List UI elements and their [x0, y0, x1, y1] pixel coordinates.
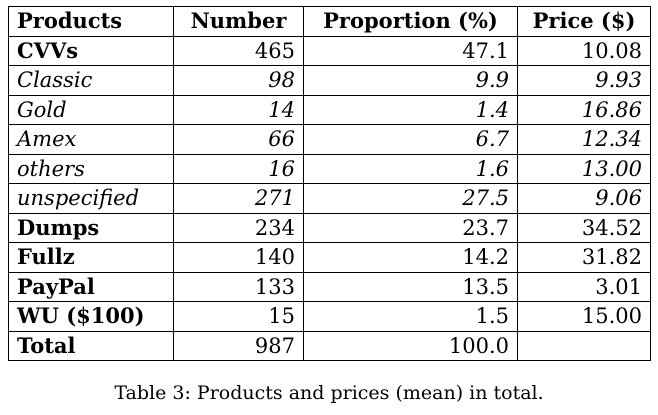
product-cell: Amex: [8, 124, 174, 155]
proportion-cell: 9.9: [303, 65, 518, 96]
table-body: CVVs 465 47.1 10.08 Classic 98 9.9 9.93 Gold 14 1.…: [8, 35, 651, 361]
proportion-cell: 14.2: [303, 242, 518, 273]
product-cell: Gold: [8, 94, 174, 125]
number-cell: 987: [173, 330, 304, 361]
number-cell: 14: [173, 94, 304, 125]
table-row: Classic 98 9.9 9.93: [8, 65, 651, 96]
price-cell: 10.08: [517, 35, 651, 66]
number-cell: 16: [173, 153, 304, 184]
number-cell: 465: [173, 35, 304, 66]
proportion-cell: 23.7: [303, 212, 518, 243]
table-row: CVVs 465 47.1 10.08: [8, 35, 651, 66]
proportion-cell: 100.0: [303, 330, 518, 361]
number-cell: 133: [173, 271, 304, 302]
price-cell: 13.00: [517, 153, 651, 184]
proportion-cell: 6.7: [303, 124, 518, 155]
number-cell: 15: [173, 301, 304, 332]
table-row: Fullz 140 14.2 31.82: [8, 242, 651, 273]
table-caption: Table 3: Products and prices (mean) in t…: [114, 382, 544, 404]
table-row: Dumps 234 23.7 34.52: [8, 212, 651, 243]
price-cell: 34.52: [517, 212, 651, 243]
product-cell: others: [8, 153, 174, 184]
price-cell: 3.01: [517, 271, 651, 302]
product-cell: PayPal: [8, 271, 174, 302]
price-cell: 9.06: [517, 183, 651, 214]
price-cell: 12.34: [517, 124, 651, 155]
table-row: WU ($100) 15 1.5 15.00: [8, 301, 651, 332]
table-row: PayPal 133 13.5 3.01: [8, 271, 651, 302]
product-cell: Total: [8, 330, 174, 361]
header-price: Price ($): [517, 6, 651, 37]
product-cell: Classic: [8, 65, 174, 96]
proportion-cell: 1.4: [303, 94, 518, 125]
number-cell: 98: [173, 65, 304, 96]
product-cell: CVVs: [8, 35, 174, 66]
price-cell: 31.82: [517, 242, 651, 273]
proportion-cell: 27.5: [303, 183, 518, 214]
table-row: Amex 66 6.7 12.34: [8, 124, 651, 155]
price-cell: 9.93: [517, 65, 651, 96]
price-cell: [517, 330, 651, 361]
proportion-cell: 1.6: [303, 153, 518, 184]
table-row: Gold 14 1.4 16.86: [8, 94, 651, 125]
header-row: Products Number Proportion (%) Price ($): [8, 6, 651, 37]
header-proportion: Proportion (%): [303, 6, 518, 37]
price-cell: 16.86: [517, 94, 651, 125]
number-cell: 234: [173, 212, 304, 243]
proportion-cell: 1.5: [303, 301, 518, 332]
product-cell: Dumps: [8, 212, 174, 243]
table-row: unspecified 271 27.5 9.06: [8, 183, 651, 214]
header-products: Products: [8, 6, 174, 37]
number-cell: 271: [173, 183, 304, 214]
number-cell: 66: [173, 124, 304, 155]
products-table: Products Number Proportion (%) Price ($)…: [8, 6, 651, 361]
proportion-cell: 47.1: [303, 35, 518, 66]
product-cell: unspecified: [8, 183, 174, 214]
price-cell: 15.00: [517, 301, 651, 332]
product-cell: Fullz: [8, 242, 174, 273]
table-row: Total 987 100.0: [8, 330, 651, 361]
number-cell: 140: [173, 242, 304, 273]
product-cell: WU ($100): [8, 301, 174, 332]
header-number: Number: [173, 6, 304, 37]
proportion-cell: 13.5: [303, 271, 518, 302]
table-row: others 16 1.6 13.00: [8, 153, 651, 184]
